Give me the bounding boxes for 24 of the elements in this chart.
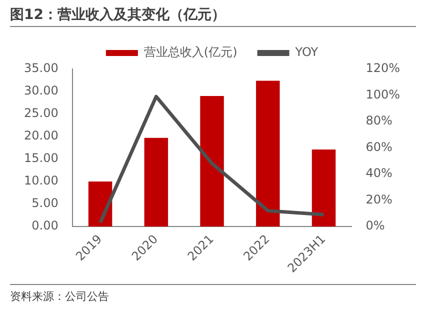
y-tick-label: 15.00 xyxy=(24,151,58,166)
y-tick-label: 35.00 xyxy=(24,61,58,76)
y-tick-label: 25.00 xyxy=(24,106,58,120)
y-tick-label: 5.00 xyxy=(32,196,58,210)
y2-tick-label: 0% xyxy=(366,218,385,233)
chart-title: 图12：营业收入及其变化（亿元） xyxy=(10,0,416,27)
y2-tick-label: 120% xyxy=(366,61,400,76)
bar xyxy=(88,181,112,226)
y-tick-label: 0.00 xyxy=(32,218,58,233)
bar xyxy=(144,138,168,226)
y2-tick-label: 80% xyxy=(366,114,392,128)
legend-label: YOY xyxy=(294,45,319,60)
y-tick-label: 20.00 xyxy=(24,128,58,143)
y2-tick-label: 20% xyxy=(366,192,392,206)
legend-label: 营业总收入(亿元) xyxy=(144,45,238,60)
y2-tick-label: 60% xyxy=(366,140,392,154)
y-tick-label: 10.00 xyxy=(24,174,58,188)
bar xyxy=(256,80,280,226)
bar xyxy=(200,96,224,226)
bar xyxy=(312,150,336,226)
y-tick-label: 30.00 xyxy=(24,84,58,98)
y2-tick-label: 40% xyxy=(366,166,392,180)
y2-tick-label: 100% xyxy=(366,87,400,102)
text: 资料来源：公司公告 xyxy=(10,289,110,304)
